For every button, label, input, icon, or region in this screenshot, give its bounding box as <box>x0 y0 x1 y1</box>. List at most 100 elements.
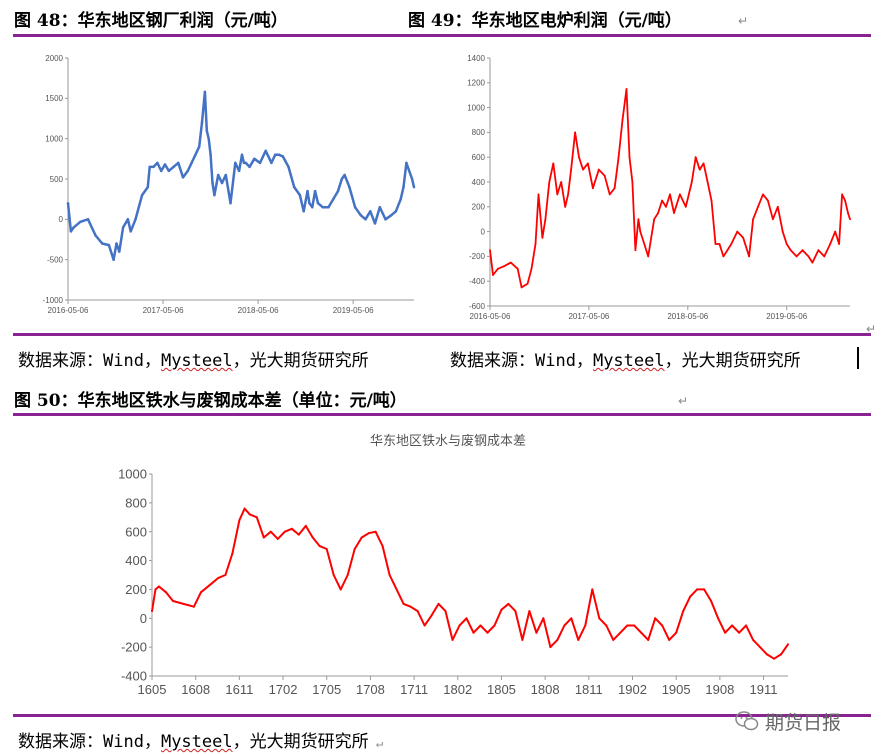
data-point <box>838 243 840 245</box>
data-point <box>549 646 552 649</box>
data-point <box>203 90 207 94</box>
data-point <box>742 236 745 239</box>
data-point <box>325 548 328 550</box>
data-point <box>94 234 97 237</box>
data-point <box>679 193 681 196</box>
data-point <box>154 588 157 591</box>
data-point <box>841 193 843 196</box>
data-point <box>570 617 573 620</box>
data-point <box>205 129 209 132</box>
data-point <box>451 638 454 641</box>
data-point <box>530 267 533 270</box>
y-tick-label: 400 <box>472 178 486 187</box>
data-point <box>829 243 832 245</box>
data-point <box>605 624 608 627</box>
data-point <box>544 218 547 221</box>
data-point <box>79 220 82 224</box>
data-point <box>277 153 281 157</box>
data-point <box>270 161 273 165</box>
data-point <box>72 226 75 229</box>
fig49-chart: -600 -400 -200 0 200 400 600 800 1000 1200 1400 201… <box>467 54 851 321</box>
data-point <box>714 243 717 245</box>
data-point <box>394 210 398 213</box>
data-point <box>502 265 505 268</box>
data-point <box>229 201 232 205</box>
data-point <box>437 602 440 605</box>
data-point <box>661 624 664 627</box>
data-point <box>444 610 447 613</box>
data-point <box>534 243 537 245</box>
y-tick-label: 1400 <box>467 54 485 63</box>
data-point <box>181 176 185 179</box>
data-point <box>290 527 293 530</box>
data-point <box>134 218 137 221</box>
data-point <box>781 230 784 233</box>
data-point <box>785 243 788 245</box>
data-point <box>526 282 529 285</box>
source-prefix: 数据来源：Wind， <box>450 351 593 371</box>
data-point <box>731 624 734 627</box>
y-tick-label: 1000 <box>467 103 485 112</box>
x-tick-label: 1805 <box>487 682 516 697</box>
data-point <box>346 574 349 576</box>
data-point <box>730 243 733 245</box>
data-point <box>186 169 190 173</box>
data-point <box>318 545 321 548</box>
data-point <box>718 243 721 245</box>
source-prefix: 数据来源：Wind， <box>18 732 161 752</box>
data-point <box>736 230 739 233</box>
data-point <box>582 168 584 171</box>
data-point <box>617 156 620 159</box>
data-point <box>378 205 382 209</box>
x-tick-label: 1908 <box>705 682 734 697</box>
series-line <box>66 90 416 261</box>
data-point <box>399 197 402 201</box>
data-point <box>608 193 611 196</box>
data-point <box>592 187 594 190</box>
fig50-plot: -400 -200 0 200 400 600 800 1000 1605 1608 1611 170… <box>118 467 789 697</box>
data-point <box>308 201 311 205</box>
data-point <box>640 631 643 634</box>
data-point <box>343 173 346 177</box>
data-point <box>767 199 769 202</box>
data-point <box>552 162 555 165</box>
data-point <box>412 185 416 189</box>
y-tick-label: 500 <box>50 175 64 184</box>
data-point <box>849 218 851 221</box>
series-line <box>151 507 789 660</box>
y-tick-label: 600 <box>125 524 147 539</box>
y-tick-label: 1500 <box>45 94 63 103</box>
data-point <box>210 582 213 585</box>
data-point <box>194 153 197 157</box>
data-point <box>182 602 185 605</box>
y-tick-label: 0 <box>481 227 486 236</box>
data-point <box>748 255 750 258</box>
y-tick-label: 400 <box>125 553 147 568</box>
source-mysteel: Mysteel <box>160 351 233 371</box>
data-point <box>129 230 132 233</box>
data-point <box>603 174 606 177</box>
data-point <box>560 181 563 183</box>
data-point <box>115 242 118 245</box>
data-point <box>409 605 412 608</box>
data-point <box>360 536 363 539</box>
data-point <box>834 230 837 233</box>
data-point <box>780 653 782 656</box>
data-point <box>548 181 551 183</box>
text-cursor <box>857 347 859 369</box>
data-point <box>311 536 314 539</box>
data-point <box>321 205 324 209</box>
data-point <box>298 193 302 197</box>
x-tick-label: 2019-05-06 <box>766 312 807 321</box>
data-point <box>766 653 768 656</box>
x-tick-label: 1605 <box>138 682 167 697</box>
data-point <box>237 169 241 173</box>
data-point <box>665 205 667 208</box>
data-point <box>86 218 90 221</box>
data-point <box>619 631 622 634</box>
data-point <box>264 149 267 153</box>
fig50-chart-title: 华东地区铁水与废钢成本差 <box>370 433 526 448</box>
x-tick-label: 1611 <box>225 682 253 697</box>
data-point <box>292 185 296 189</box>
data-point <box>287 165 290 169</box>
